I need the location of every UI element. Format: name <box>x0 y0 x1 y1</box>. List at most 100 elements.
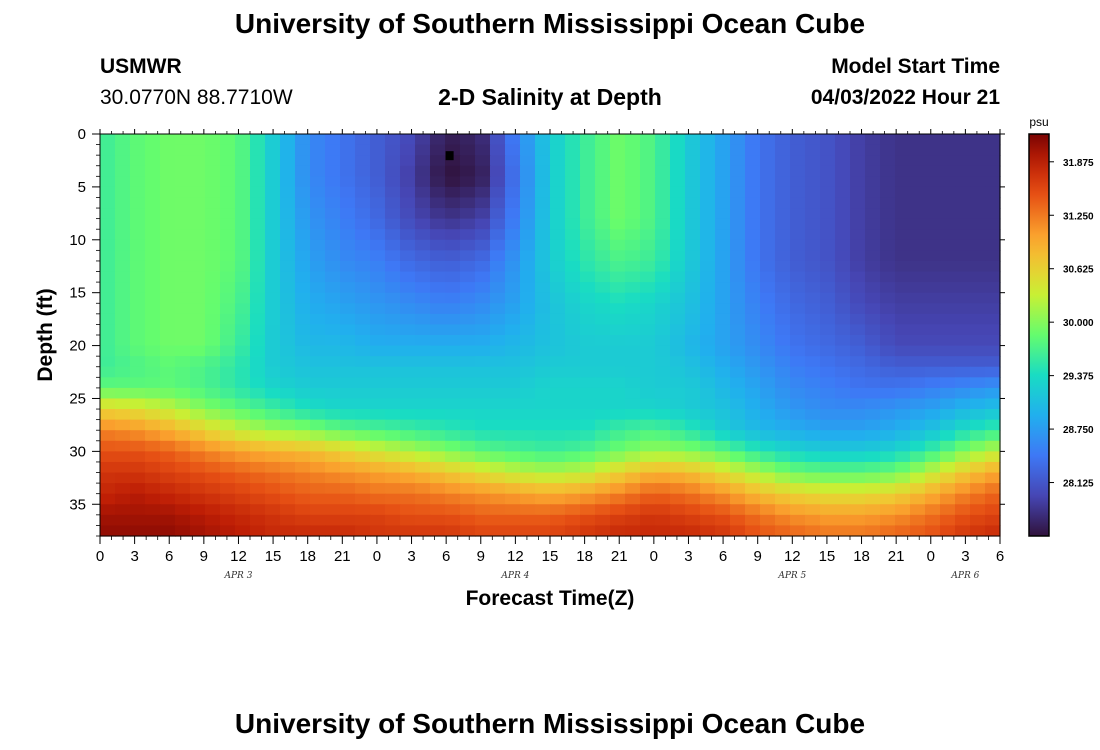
heatmap-cell <box>130 504 146 515</box>
heatmap-cell <box>460 451 476 462</box>
heatmap-cell <box>385 176 401 187</box>
heatmap-cell <box>640 483 656 494</box>
heatmap-cell <box>235 134 251 145</box>
heatmap-cell <box>115 208 131 219</box>
heatmap-cell <box>475 462 491 473</box>
heatmap-cell <box>100 240 116 251</box>
heatmap-cell <box>595 409 611 420</box>
heatmap-cell <box>805 134 821 145</box>
heatmap-cell <box>250 134 266 145</box>
heatmap-cell <box>790 504 806 515</box>
heatmap-cell <box>955 515 971 526</box>
heatmap-cell <box>925 335 941 346</box>
heatmap-cell <box>175 367 191 378</box>
heatmap-cell <box>130 430 146 441</box>
heatmap-cell <box>325 430 341 441</box>
heatmap-cell <box>100 494 116 505</box>
heatmap-cell <box>880 515 896 526</box>
heatmap-cell <box>880 314 896 325</box>
x-axis-title: Forecast Time(Z) <box>466 587 635 610</box>
heatmap-cell <box>475 515 491 526</box>
heatmap-cell <box>835 303 851 314</box>
heatmap-cell <box>595 515 611 526</box>
heatmap-cell <box>100 462 116 473</box>
heatmap-cell <box>625 388 641 399</box>
heatmap-cell <box>595 272 611 283</box>
heatmap-cell <box>985 261 1001 272</box>
heatmap-cell <box>205 398 221 409</box>
heatmap-cell <box>610 335 626 346</box>
heatmap-cell <box>355 272 371 283</box>
heatmap-cell <box>505 250 521 261</box>
heatmap-cell <box>310 250 326 261</box>
heatmap-cell <box>475 155 491 166</box>
heatmap-cell <box>445 166 461 177</box>
heatmap-cell <box>235 441 251 452</box>
heatmap-cell <box>310 504 326 515</box>
heatmap-cell <box>805 504 821 515</box>
heatmap-cell <box>280 219 296 230</box>
heatmap-cell <box>130 324 146 335</box>
heatmap-cell <box>760 441 776 452</box>
heatmap-cell <box>550 441 566 452</box>
heatmap-cell <box>940 398 956 409</box>
heatmap-cell <box>280 293 296 304</box>
heatmap-cell <box>640 293 656 304</box>
heatmap-cell <box>355 335 371 346</box>
date-label: APR 6 <box>950 571 979 581</box>
heatmap-cell <box>250 356 266 367</box>
x-tick-label: 6 <box>719 548 727 565</box>
heatmap-cell <box>160 504 176 515</box>
heatmap-cell <box>490 494 506 505</box>
heatmap-cell <box>535 504 551 515</box>
heatmap-cell <box>355 473 371 484</box>
heatmap-cell <box>625 462 641 473</box>
heatmap-cell <box>175 134 191 145</box>
heatmap-cell <box>340 250 356 261</box>
heatmap-cell <box>565 335 581 346</box>
heatmap-cell <box>130 229 146 240</box>
heatmap-cell <box>940 293 956 304</box>
heatmap-cell <box>850 398 866 409</box>
heatmap-cell <box>850 441 866 452</box>
heatmap-cell <box>655 314 671 325</box>
heatmap-cell <box>850 145 866 156</box>
heatmap-cell <box>235 462 251 473</box>
heatmap-cell <box>790 346 806 357</box>
heatmap-cell <box>325 208 341 219</box>
heatmap-cell <box>145 208 161 219</box>
heatmap-cell <box>775 250 791 261</box>
heatmap-cell <box>805 303 821 314</box>
heatmap-cell <box>370 420 386 431</box>
heatmap-cell <box>505 451 521 462</box>
heatmap-cell <box>340 420 356 431</box>
heatmap-cell <box>760 462 776 473</box>
heatmap-cell <box>340 134 356 145</box>
heatmap-cell <box>730 324 746 335</box>
heatmap-cell <box>160 335 176 346</box>
heatmap-cell <box>205 430 221 441</box>
heatmap-cell <box>670 441 686 452</box>
heatmap-cell <box>340 398 356 409</box>
heatmap-cell <box>805 293 821 304</box>
heatmap-cell <box>520 451 536 462</box>
heatmap-cell <box>640 314 656 325</box>
heatmap-cell <box>460 504 476 515</box>
heatmap-cell <box>865 356 881 367</box>
heatmap-cell <box>685 346 701 357</box>
heatmap-cell <box>760 166 776 177</box>
heatmap-cell <box>715 293 731 304</box>
heatmap-cell <box>220 504 236 515</box>
heatmap-cell <box>490 208 506 219</box>
heatmap-cell <box>655 430 671 441</box>
heatmap-cell <box>190 462 206 473</box>
heatmap-cell <box>580 515 596 526</box>
heatmap-cell <box>385 462 401 473</box>
heatmap-cell <box>205 219 221 230</box>
heatmap-cell <box>895 473 911 484</box>
heatmap-cell <box>685 473 701 484</box>
heatmap-cell <box>505 261 521 272</box>
heatmap-cell <box>670 272 686 283</box>
heatmap-cell <box>400 525 416 536</box>
heatmap-cell <box>325 134 341 145</box>
